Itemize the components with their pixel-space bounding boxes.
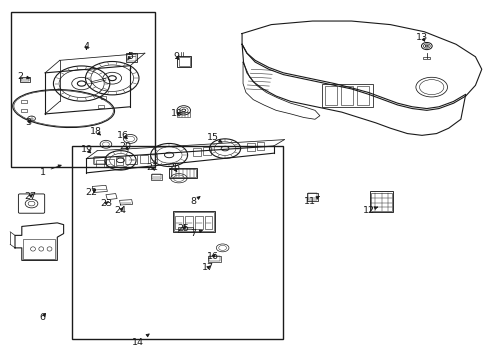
Bar (306, 193, 317, 201)
Text: 13: 13 (415, 33, 427, 42)
Bar (177, 56, 191, 67)
Bar (178, 227, 193, 232)
Bar (170, 169, 196, 177)
Bar (256, 142, 264, 150)
Bar (20, 77, 30, 82)
Bar (193, 148, 201, 156)
Bar (203, 147, 210, 155)
Text: 21: 21 (146, 163, 158, 172)
Bar (324, 86, 336, 105)
Text: 6: 6 (40, 313, 45, 322)
Text: 23: 23 (100, 199, 112, 208)
Bar (96, 159, 104, 167)
Bar (72, 146, 283, 339)
Text: 25: 25 (177, 224, 189, 233)
Text: 24: 24 (114, 206, 126, 215)
Text: 16: 16 (117, 131, 129, 140)
Text: 4: 4 (83, 41, 89, 50)
Bar (175, 216, 183, 229)
Text: 3: 3 (25, 118, 31, 127)
Text: 19: 19 (81, 145, 92, 154)
Bar (23, 239, 55, 258)
Bar (185, 216, 193, 229)
Bar (423, 57, 429, 59)
Bar (21, 109, 27, 112)
Text: 27: 27 (24, 192, 37, 201)
Bar (172, 211, 215, 232)
Text: 18: 18 (90, 127, 102, 136)
Text: 16: 16 (206, 252, 219, 261)
Text: 1: 1 (40, 165, 61, 177)
Text: 2: 2 (17, 72, 30, 81)
Bar (208, 256, 219, 261)
Bar (371, 193, 391, 211)
Bar (340, 86, 352, 105)
Bar (149, 154, 157, 162)
Bar (169, 168, 197, 178)
Bar (126, 53, 137, 62)
Text: 15: 15 (206, 132, 222, 142)
Text: 22: 22 (85, 188, 97, 197)
Bar (174, 212, 213, 231)
Text: 14: 14 (131, 334, 149, 347)
Bar (140, 155, 147, 163)
Bar (151, 174, 162, 180)
Bar (101, 96, 106, 99)
Bar (177, 112, 190, 117)
Text: 11: 11 (304, 197, 319, 206)
Bar (322, 84, 372, 107)
Bar (207, 256, 220, 262)
Text: 5: 5 (127, 52, 133, 61)
Text: 17: 17 (202, 263, 214, 272)
Bar (307, 193, 316, 201)
Bar (98, 105, 104, 108)
Bar (369, 192, 392, 212)
Bar (106, 158, 114, 166)
Bar (204, 216, 212, 229)
Bar (152, 174, 161, 179)
Text: 9: 9 (173, 52, 179, 61)
Bar (179, 57, 189, 66)
Text: 26: 26 (168, 163, 180, 172)
Bar (116, 157, 123, 165)
Text: 7: 7 (190, 229, 202, 238)
Text: 20: 20 (119, 141, 131, 150)
Bar (11, 12, 154, 167)
Bar (356, 86, 368, 105)
Bar (195, 216, 202, 229)
Text: 10: 10 (170, 109, 182, 118)
Bar (21, 100, 27, 103)
Bar (21, 78, 29, 81)
Bar (246, 143, 254, 151)
Text: 8: 8 (190, 197, 200, 206)
Text: 12: 12 (362, 206, 377, 215)
Bar (127, 54, 136, 62)
